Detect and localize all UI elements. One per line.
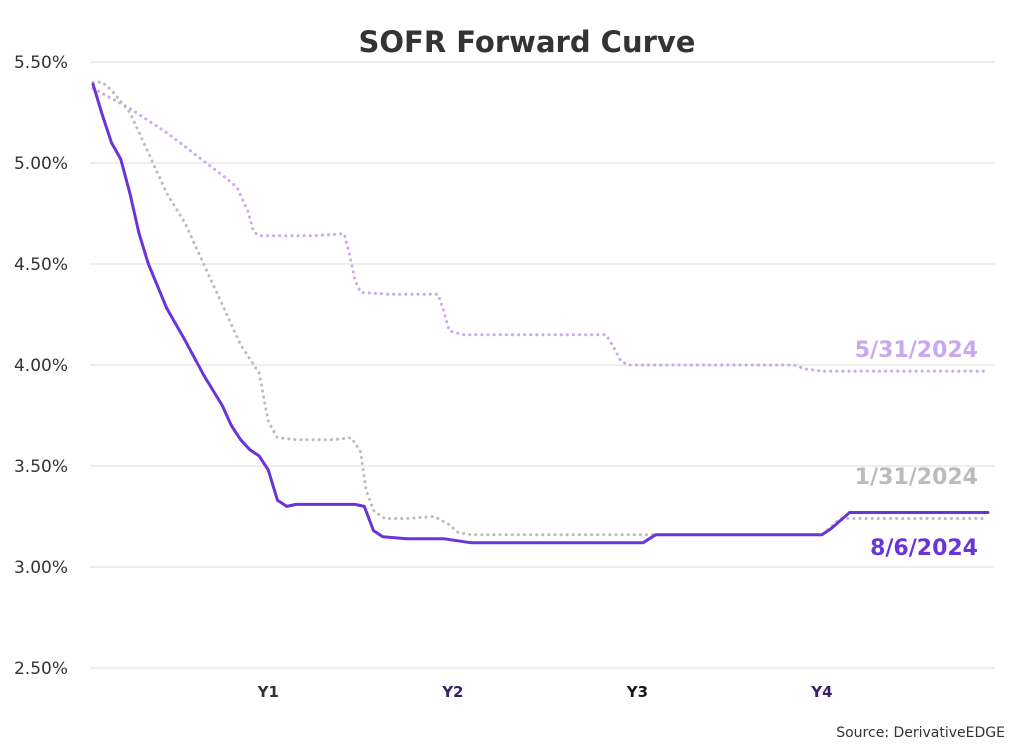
y-tick-label: 3.00% <box>14 558 68 578</box>
series-label: 8/6/2024 <box>870 536 978 561</box>
x-tick-label: Y1 <box>257 683 279 701</box>
y-tick-label: 2.50% <box>14 659 68 679</box>
y-tick-label: 5.00% <box>14 154 68 174</box>
chart-title: SOFR Forward Curve <box>359 25 696 59</box>
y-tick-label: 5.50% <box>14 53 68 73</box>
series-label: 1/31/2024 <box>855 465 978 490</box>
y-axis: 5.50% 5.00% 4.50% 4.00% 3.50% 3.00% 2.50% <box>14 53 68 679</box>
series-line-1-31-2024 <box>91 80 990 537</box>
y-tick-label: 4.50% <box>14 255 68 275</box>
x-axis: Y1 Y2 Y3 Y4 <box>257 683 833 701</box>
series-line-8-6-2024 <box>91 82 990 545</box>
series-label: 5/31/2024 <box>855 338 978 363</box>
source-note: Source: DerivativeEDGE <box>836 725 1005 741</box>
series-labels: 5/31/2024 1/31/2024 8/6/2024 <box>855 338 978 561</box>
series-lines <box>91 80 990 545</box>
x-tick-label: Y4 <box>810 683 832 701</box>
y-tick-label: 4.00% <box>14 356 68 376</box>
x-tick-label: Y3 <box>626 683 648 701</box>
grid-lines <box>90 61 995 669</box>
series-line-5-31-2024 <box>91 86 990 373</box>
x-tick-label: Y2 <box>441 683 463 701</box>
y-tick-label: 3.50% <box>14 457 68 477</box>
